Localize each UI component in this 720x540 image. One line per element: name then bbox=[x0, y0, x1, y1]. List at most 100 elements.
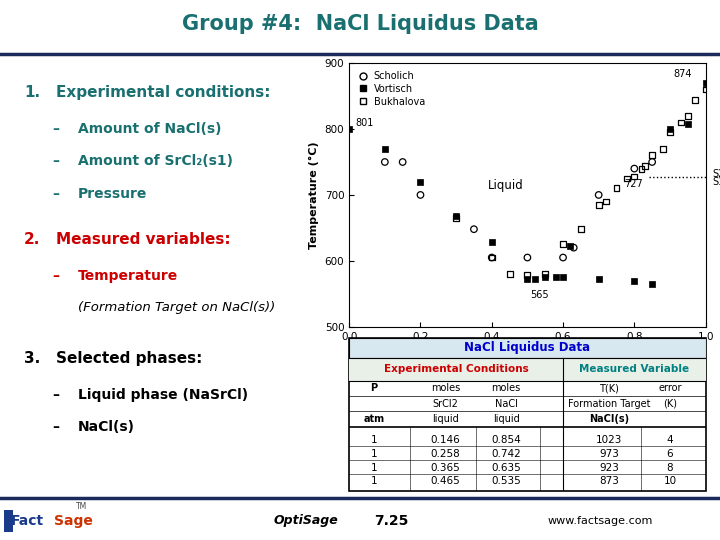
Point bbox=[629, 172, 640, 181]
Text: atm: atm bbox=[364, 414, 384, 424]
Text: –: – bbox=[53, 187, 60, 201]
Text: 0.742: 0.742 bbox=[491, 449, 521, 458]
Point bbox=[665, 125, 676, 133]
Text: 873: 873 bbox=[600, 476, 619, 487]
Bar bbox=[4, 510, 13, 532]
Text: S2: S2 bbox=[713, 169, 720, 179]
Text: –: – bbox=[53, 420, 60, 434]
Text: Formation Target: Formation Target bbox=[568, 399, 651, 409]
Text: 4: 4 bbox=[667, 435, 673, 445]
Text: 973: 973 bbox=[600, 449, 619, 458]
Text: liquid: liquid bbox=[492, 414, 519, 424]
Text: 10: 10 bbox=[663, 476, 677, 487]
Text: Selected phases:: Selected phases: bbox=[55, 351, 202, 366]
Point bbox=[647, 280, 658, 288]
Text: 6: 6 bbox=[667, 449, 673, 458]
Text: 565: 565 bbox=[531, 290, 549, 300]
Text: moles: moles bbox=[491, 383, 521, 393]
Text: 3.: 3. bbox=[24, 351, 40, 366]
Point bbox=[468, 225, 480, 233]
Point bbox=[657, 145, 669, 153]
Text: liquid: liquid bbox=[432, 414, 459, 424]
Text: 874: 874 bbox=[673, 69, 692, 79]
Text: Liquid phase (NaSrCl): Liquid phase (NaSrCl) bbox=[78, 388, 248, 402]
Text: Group #4:  NaCl Liquidus Data: Group #4: NaCl Liquidus Data bbox=[181, 14, 539, 34]
Text: NaCl Liquidus Data: NaCl Liquidus Data bbox=[464, 341, 590, 354]
Text: 0.635: 0.635 bbox=[491, 463, 521, 472]
Point bbox=[557, 240, 569, 248]
Text: Sage: Sage bbox=[54, 514, 93, 528]
Point bbox=[593, 200, 605, 209]
Point bbox=[700, 85, 711, 94]
Text: 2.: 2. bbox=[24, 232, 40, 247]
Point bbox=[486, 238, 498, 247]
Point bbox=[521, 274, 533, 283]
Text: Measured Variable: Measured Variable bbox=[580, 364, 689, 374]
Text: www.factsage.com: www.factsage.com bbox=[547, 516, 652, 526]
Text: 1: 1 bbox=[371, 476, 377, 487]
Point bbox=[568, 244, 580, 252]
Text: 1: 1 bbox=[371, 435, 377, 445]
Point bbox=[629, 164, 640, 173]
Text: –: – bbox=[53, 122, 60, 136]
Point bbox=[575, 225, 587, 233]
Text: 801: 801 bbox=[356, 118, 374, 129]
Point bbox=[557, 253, 569, 262]
Point bbox=[397, 158, 408, 166]
Text: Temperature: Temperature bbox=[78, 269, 178, 283]
Point bbox=[689, 96, 701, 104]
Text: 8: 8 bbox=[667, 463, 673, 472]
Point bbox=[521, 253, 533, 262]
Text: error: error bbox=[658, 383, 682, 393]
Text: SrCl2: SrCl2 bbox=[433, 399, 459, 409]
Point bbox=[451, 214, 462, 222]
Point bbox=[379, 145, 390, 153]
Point bbox=[665, 128, 676, 137]
Text: Amount of NaCl(s): Amount of NaCl(s) bbox=[78, 122, 221, 136]
Point bbox=[700, 79, 711, 87]
Text: 0.854: 0.854 bbox=[491, 435, 521, 445]
Text: 0.535: 0.535 bbox=[491, 476, 521, 487]
Point bbox=[621, 174, 633, 183]
Point bbox=[539, 273, 551, 282]
Text: Experimental conditions:: Experimental conditions: bbox=[55, 85, 270, 100]
Point bbox=[636, 164, 647, 173]
Point bbox=[504, 269, 516, 278]
Text: 1023: 1023 bbox=[596, 435, 623, 445]
Text: 0.146: 0.146 bbox=[431, 435, 460, 445]
Text: –: – bbox=[53, 269, 60, 283]
Point bbox=[593, 275, 605, 284]
Text: Liquid: Liquid bbox=[488, 179, 524, 192]
Point bbox=[415, 178, 426, 186]
Text: S1: S1 bbox=[713, 177, 720, 187]
Text: (Formation Target on NaCl(s)): (Formation Target on NaCl(s)) bbox=[78, 301, 275, 314]
Point bbox=[557, 273, 569, 282]
Point bbox=[486, 253, 498, 262]
Text: 923: 923 bbox=[600, 463, 619, 472]
Text: 727: 727 bbox=[624, 179, 643, 189]
Text: P: P bbox=[371, 383, 378, 393]
X-axis label: Mole fraction SrCl₂: Mole fraction SrCl₂ bbox=[469, 347, 586, 357]
Point bbox=[539, 269, 551, 278]
Text: 0.465: 0.465 bbox=[431, 476, 460, 487]
Point bbox=[564, 242, 576, 251]
Text: 0.258: 0.258 bbox=[431, 449, 460, 458]
Point bbox=[639, 161, 651, 170]
Text: Amount of SrCl₂(s1): Amount of SrCl₂(s1) bbox=[78, 154, 233, 168]
Point bbox=[415, 191, 426, 199]
Point bbox=[629, 276, 640, 285]
Point bbox=[682, 119, 693, 128]
Text: moles: moles bbox=[431, 383, 460, 393]
Point bbox=[528, 275, 540, 284]
Text: 1.: 1. bbox=[24, 85, 40, 100]
Point bbox=[521, 271, 533, 280]
Text: NaCl: NaCl bbox=[495, 399, 518, 409]
Text: NaCl(s): NaCl(s) bbox=[589, 414, 629, 424]
Text: Pressure: Pressure bbox=[78, 187, 147, 201]
Y-axis label: Temperature (°C): Temperature (°C) bbox=[309, 141, 319, 249]
Text: –: – bbox=[53, 154, 60, 168]
Point bbox=[647, 151, 658, 160]
Point bbox=[486, 253, 498, 262]
Point bbox=[550, 273, 562, 282]
Text: (K): (K) bbox=[663, 399, 677, 409]
